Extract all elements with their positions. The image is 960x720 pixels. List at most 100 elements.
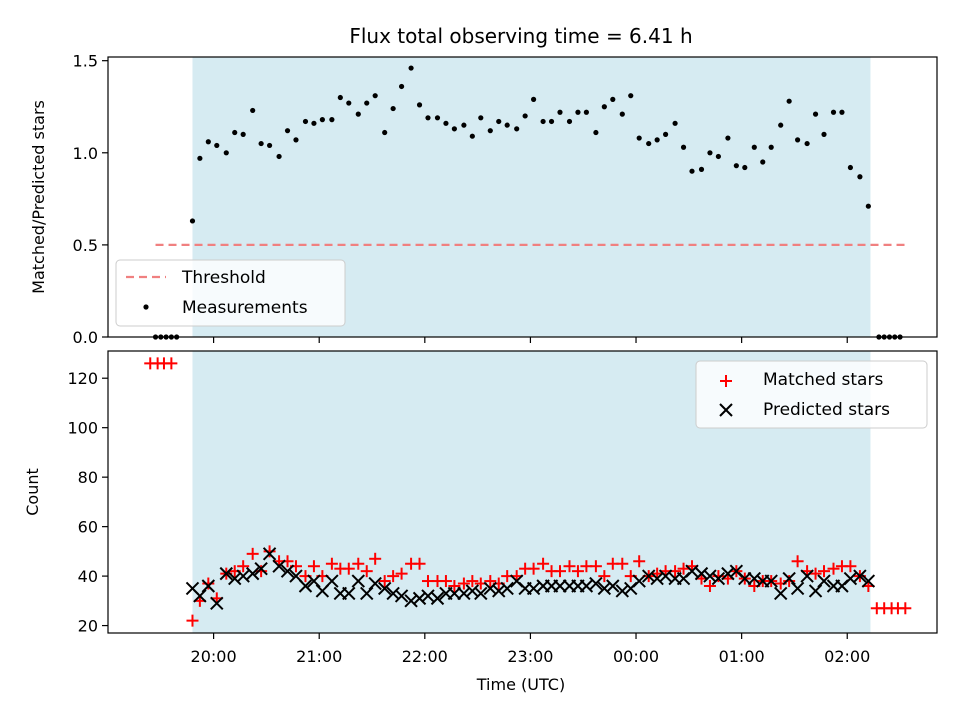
predicted-star-point <box>782 571 796 586</box>
matched-star-point <box>342 562 355 575</box>
predicted-star-point <box>298 579 313 593</box>
measurement-point <box>654 137 660 143</box>
bottom-x-tick-label: 01:00 <box>719 647 765 666</box>
predicted-star-point <box>790 581 805 596</box>
matched-star-point <box>589 560 602 573</box>
measurement-point <box>197 155 203 161</box>
matched-stars-points <box>144 357 912 627</box>
predicted-star-point <box>457 586 471 601</box>
matched-star-point <box>307 560 320 573</box>
predicted-star-point <box>711 571 726 586</box>
chart-title: Flux total observing time = 6.41 h <box>349 24 692 48</box>
matched-star-point <box>387 570 400 583</box>
bottom-panel: 20 40 60 80 100 120 20:00 21:00 22:00 23:00 00:00… <box>23 350 938 694</box>
predicted-star-point <box>351 574 365 588</box>
measurement-point <box>601 104 607 110</box>
matched-star-point <box>677 562 690 575</box>
predicted-star-point <box>404 594 418 608</box>
measurement-point <box>680 144 687 150</box>
matched-star-point <box>378 575 391 588</box>
legend-predicted-swatch <box>719 403 733 417</box>
measurement-point <box>715 153 721 160</box>
matched-star-point <box>466 575 479 588</box>
bottom-y-tick-label: 20 <box>78 617 98 636</box>
bottom-x-tick-label: 00:00 <box>613 647 659 666</box>
measurement-point <box>434 115 441 121</box>
bottom-plot-frame <box>107 350 938 634</box>
measurement-point <box>830 109 837 115</box>
measurement-point <box>416 102 423 108</box>
measurement-point <box>636 135 642 141</box>
measurement-point <box>804 140 810 147</box>
predicted-star-point <box>721 566 735 581</box>
measurement-point <box>593 129 599 136</box>
measurement-point <box>847 164 854 171</box>
measurement-point <box>751 144 757 150</box>
matched-star-point <box>237 560 250 573</box>
predicted-star-point <box>430 591 445 606</box>
measurement-point <box>425 115 431 121</box>
bottom-x-tick-label: 22:00 <box>402 647 448 666</box>
legend-measurements-label: Measurements <box>182 298 308 318</box>
matched-star-point <box>352 557 365 570</box>
measurement-point <box>857 174 863 180</box>
measurement-point <box>250 107 256 114</box>
top-plot-frame <box>107 56 938 338</box>
predicted-star-point <box>262 547 277 561</box>
measurement-point <box>583 109 589 115</box>
measurement-point <box>443 120 449 126</box>
measurement-point <box>346 100 352 106</box>
predicted-star-point <box>201 579 216 593</box>
predicted-star-point <box>861 574 876 588</box>
matched-star-point <box>413 557 426 570</box>
matched-star-point <box>809 567 822 580</box>
measurement-point <box>530 96 537 102</box>
predicted-star-point <box>492 584 506 598</box>
predicted-star-point <box>606 579 620 593</box>
matched-star-point <box>563 560 576 573</box>
matched-star-point <box>827 562 840 575</box>
measurement-point <box>284 128 291 134</box>
matched-star-point <box>527 562 540 575</box>
predicted-star-point <box>641 569 656 583</box>
predicted-star-point <box>394 589 409 603</box>
predicted-star-point <box>500 581 514 596</box>
measurement-point <box>821 131 827 137</box>
matched-star-point <box>537 557 550 570</box>
bottom-x-ticks: 20:00 21:00 22:00 23:00 00:00 01:00 02:00 <box>191 633 870 666</box>
matched-star-point <box>325 557 338 570</box>
predicted-star-point <box>703 569 717 583</box>
matched-star-point <box>439 575 452 588</box>
predicted-star-point <box>193 589 207 603</box>
matched-star-point <box>457 577 470 590</box>
legend-matched-label: Matched stars <box>763 370 883 390</box>
predicted-star-point <box>368 576 382 591</box>
bottom-legend: Matched stars Predicted stars <box>695 360 928 429</box>
predicted-star-point <box>342 586 356 601</box>
predicted-star-point <box>280 564 295 578</box>
measurement-point <box>725 135 731 141</box>
measurement-point <box>329 117 335 123</box>
measurement-point <box>232 129 238 136</box>
matched-star-point <box>844 560 857 573</box>
measurement-point <box>504 122 510 128</box>
predicted-star-point <box>650 571 664 586</box>
measurement-point <box>276 153 282 160</box>
predicted-star-point <box>615 584 630 598</box>
measurement-point <box>214 142 220 149</box>
bottom-y-axis-label: Count <box>23 468 42 516</box>
measurement-point <box>398 83 405 90</box>
legend-threshold-label: Threshold <box>181 268 266 288</box>
top-x-ticks <box>213 337 848 343</box>
measurement-point <box>672 120 678 126</box>
measurement-point <box>390 105 396 112</box>
measurement-point <box>628 93 634 99</box>
bottom-x-tick-label: 21:00 <box>296 647 342 666</box>
predicted-star-point <box>764 574 778 588</box>
predicted-star-point <box>254 561 268 576</box>
measurement-point <box>461 122 467 128</box>
matched-star-point <box>633 555 646 568</box>
predicted-star-point <box>483 581 497 596</box>
predicted-star-point <box>694 566 709 581</box>
